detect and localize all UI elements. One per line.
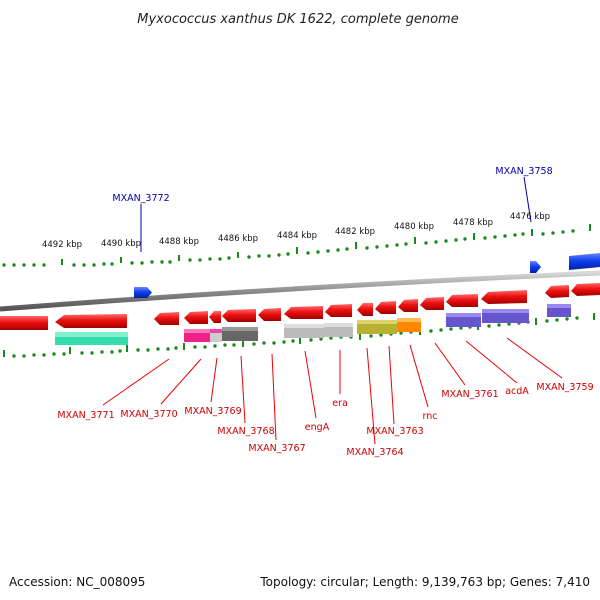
scale-label: 4490 kbp (101, 239, 141, 249)
feature-blocks (55, 304, 571, 345)
gene-arrow-reverse[interactable] (222, 309, 256, 322)
scale-label: 4488 kbp (159, 237, 199, 247)
reverse-strand-genes (0, 283, 600, 330)
gene-arrow-forward[interactable] (530, 261, 541, 273)
gene-label[interactable]: MXAN_3769 (184, 406, 241, 417)
gene-arrow-reverse[interactable] (209, 311, 221, 323)
gene-arrow-forward[interactable] (134, 287, 152, 298)
gene-label[interactable]: MXAN_3761 (441, 389, 498, 400)
gene-label[interactable]: era (332, 398, 348, 409)
gene-arrow-reverse[interactable] (481, 290, 527, 304)
gene-arrow-reverse[interactable] (154, 312, 179, 325)
callout-lines-red (102, 337, 563, 445)
gene-label[interactable]: MXAN_3758 (495, 166, 552, 177)
gene-label[interactable]: rnc (423, 411, 438, 422)
accession-text: Accession: NC_008095 (9, 575, 145, 589)
gene-arrow-reverse[interactable] (325, 304, 352, 317)
scale-label: 4484 kbp (277, 231, 317, 241)
gene-arrow-reverse[interactable] (184, 311, 208, 324)
gene-label[interactable]: engA (305, 422, 330, 433)
gene-arrow-reverse[interactable] (398, 299, 418, 312)
map-title: Myxococcus xanthus DK 1622, complete gen… (137, 12, 458, 27)
scale-label: 4478 kbp (453, 218, 493, 228)
gene-label[interactable]: MXAN_3768 (217, 426, 274, 437)
forward-strand-genes (134, 253, 600, 298)
gene-label[interactable]: MXAN_3763 (366, 426, 423, 437)
gene-arrow-reverse[interactable] (357, 303, 373, 316)
scale-labels: 4492 kbp 4490 kbp 4488 kbp 4486 kbp 4484… (42, 212, 550, 250)
gene-label[interactable]: MXAN_3767 (248, 443, 305, 454)
gene-arrow-reverse[interactable] (446, 294, 478, 307)
gene-arrow-reverse[interactable] (571, 283, 600, 296)
callout-lines-blue (140, 176, 532, 252)
gene-labels-reverse: MXAN_3771 MXAN_3770 MXAN_3769 MXAN_3768 … (57, 382, 593, 458)
scale-label: 4486 kbp (218, 234, 258, 244)
scale-label: 4492 kbp (42, 240, 82, 250)
scale-label: 4482 kbp (335, 227, 375, 237)
gene-arrow-reverse[interactable] (55, 314, 127, 328)
scale-label: 4480 kbp (394, 222, 434, 232)
gene-labels-forward: MXAN_3772 MXAN_3758 (112, 166, 552, 204)
upper-tick-row (2, 224, 591, 267)
gene-label[interactable]: MXAN_3771 (57, 410, 114, 421)
gene-label[interactable]: MXAN_3770 (120, 409, 177, 420)
gene-label[interactable]: acdA (505, 386, 529, 397)
gene-label[interactable]: MXAN_3764 (346, 447, 403, 458)
gene-arrow-reverse[interactable] (258, 308, 281, 321)
gene-arrow-forward[interactable] (569, 253, 600, 270)
topology-text: Topology: circular; Length: 9,139,763 bp… (259, 575, 590, 589)
gene-arrow-reverse[interactable] (545, 285, 569, 298)
gene-label[interactable]: MXAN_3772 (112, 193, 169, 204)
gene-label[interactable]: MXAN_3759 (536, 382, 593, 393)
genome-backbone (0, 270, 600, 312)
gene-arrow-reverse[interactable] (420, 297, 444, 310)
gene-arrow-reverse[interactable] (284, 306, 323, 319)
gene-arrow-reverse[interactable] (0, 316, 48, 330)
gene-arrow-reverse[interactable] (375, 301, 396, 314)
